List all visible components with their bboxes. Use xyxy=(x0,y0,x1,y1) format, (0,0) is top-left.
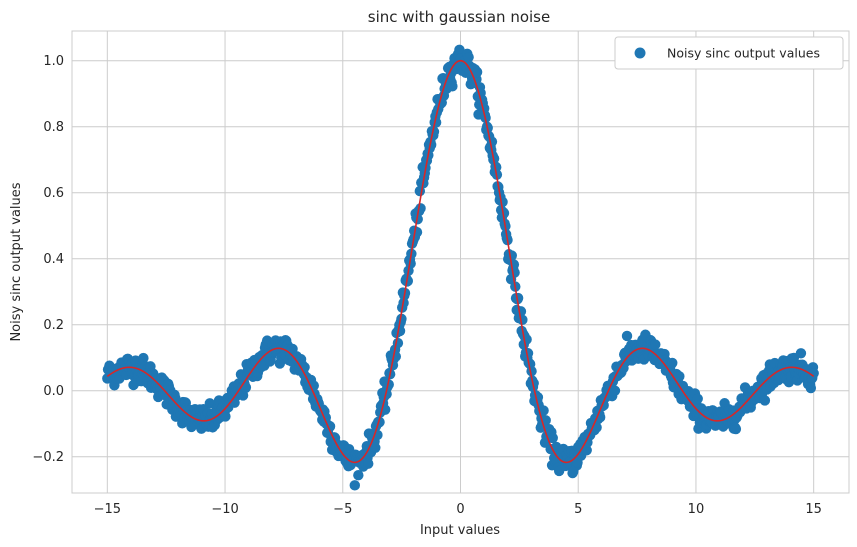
data-point xyxy=(463,51,474,63)
data-point xyxy=(498,207,510,219)
data-point xyxy=(425,139,437,151)
data-point xyxy=(447,81,458,92)
x-tick-label: −10 xyxy=(211,502,238,517)
y-tick-label: 0.0 xyxy=(43,384,64,399)
data-point xyxy=(454,44,465,56)
data-point xyxy=(370,442,381,453)
data-point xyxy=(353,470,364,481)
legend-box xyxy=(614,36,844,70)
x-tick-label: 10 xyxy=(688,502,705,517)
data-point xyxy=(396,313,407,325)
data-point xyxy=(528,378,539,389)
legend-label: Noisy sinc output values xyxy=(667,46,820,61)
legend: Noisy sinc output values xyxy=(614,36,844,70)
data-point xyxy=(512,292,524,304)
data-point xyxy=(517,314,528,326)
x-tick-label: 15 xyxy=(805,502,822,517)
data-point xyxy=(405,258,416,269)
x-axis-label: Input values xyxy=(420,523,500,538)
data-point xyxy=(363,458,374,469)
data-point xyxy=(402,275,414,287)
data-point xyxy=(526,366,537,377)
y-axis-label: Noisy sinc output values xyxy=(9,182,24,341)
data-point xyxy=(415,203,426,214)
data-point xyxy=(621,330,633,342)
y-tick-label: 0.6 xyxy=(43,186,64,201)
data-point xyxy=(609,385,621,396)
data-point xyxy=(138,352,149,364)
data-point xyxy=(538,405,549,416)
chart-title: sinc with gaussian noise xyxy=(368,8,550,26)
data-point xyxy=(506,250,517,261)
data-point xyxy=(730,423,742,435)
y-tick-label: 0.2 xyxy=(43,318,64,333)
data-point xyxy=(392,337,404,349)
data-point xyxy=(471,66,483,78)
y-axis-ticks: −0.2 0.0 0.2 0.4 0.6 0.8 1.0 xyxy=(32,54,64,465)
data-point xyxy=(509,267,520,278)
data-point xyxy=(650,339,661,350)
data-point xyxy=(692,393,703,404)
y-tick-label: 0.4 xyxy=(43,252,64,267)
data-point xyxy=(394,325,406,337)
data-point xyxy=(674,371,685,382)
data-point xyxy=(411,227,423,238)
plot-frame xyxy=(71,30,850,494)
x-tick-label: −5 xyxy=(333,502,352,517)
data-point xyxy=(486,136,498,147)
x-tick-label: 5 xyxy=(574,502,582,517)
data-point xyxy=(374,416,385,428)
data-point xyxy=(428,126,440,137)
x-tick-label: 0 xyxy=(456,502,464,517)
y-tick-label: 1.0 xyxy=(43,54,64,69)
x-tick-label: −15 xyxy=(94,502,121,517)
data-point xyxy=(581,445,592,456)
y-tick-label: −0.2 xyxy=(32,450,64,465)
data-point xyxy=(522,348,534,359)
data-point xyxy=(808,368,819,379)
data-point xyxy=(383,379,394,390)
y-tick-label: 0.8 xyxy=(43,120,64,135)
data-point xyxy=(349,480,360,491)
data-point xyxy=(795,348,807,359)
data-point xyxy=(759,395,771,406)
data-point xyxy=(667,357,678,369)
data-point xyxy=(805,382,817,394)
legend-marker xyxy=(634,47,646,59)
data-point xyxy=(220,411,231,422)
x-axis-ticks: −15 −10 −5 0 5 10 15 xyxy=(94,502,822,517)
sinc-curve-line xyxy=(106,59,815,464)
data-point xyxy=(547,432,558,444)
